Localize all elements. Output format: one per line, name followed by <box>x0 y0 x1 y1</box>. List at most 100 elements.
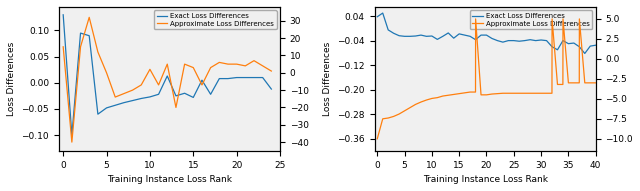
Approximate Loss Differences <box>570 82 578 84</box>
Approximate Loss Differences <box>250 60 258 62</box>
Approximate Loss Differences <box>412 103 419 106</box>
Exact Loss Differences <box>472 39 479 41</box>
Approximate Loss Differences <box>401 110 408 112</box>
Approximate Loss Differences <box>233 63 241 65</box>
Approximate Loss Differences <box>581 82 589 84</box>
Exact Loss Differences <box>189 96 197 99</box>
Approximate Loss Differences <box>515 92 523 94</box>
Approximate Loss Differences <box>373 138 381 140</box>
Exact Loss Differences <box>461 34 468 36</box>
Approximate Loss Differences <box>564 82 572 84</box>
Exact Loss Differences <box>268 88 275 90</box>
Exact Loss Differences <box>102 107 110 109</box>
Exact Loss Differences <box>450 37 458 39</box>
Exact Loss Differences <box>570 42 578 44</box>
Approximate Loss Differences <box>504 92 512 94</box>
Exact Loss Differences <box>129 100 136 102</box>
Approximate Loss Differences <box>575 18 583 20</box>
Line: Exact Loss Differences: Exact Loss Differences <box>377 13 596 53</box>
Exact Loss Differences <box>180 92 188 94</box>
Exact Loss Differences <box>559 40 567 42</box>
Exact Loss Differences <box>146 96 154 98</box>
Approximate Loss Differences <box>455 92 463 95</box>
Approximate Loss Differences <box>488 93 496 95</box>
Exact Loss Differences <box>216 78 223 80</box>
Approximate Loss Differences <box>417 101 425 103</box>
Exact Loss Differences <box>422 35 430 37</box>
Exact Loss Differences <box>94 113 102 115</box>
Approximate Loss Differences <box>526 92 534 94</box>
Exact Loss Differences <box>564 43 572 45</box>
Line: Approximate Loss Differences: Approximate Loss Differences <box>63 17 271 142</box>
Approximate Loss Differences <box>575 82 583 84</box>
Approximate Loss Differences <box>85 16 93 19</box>
Approximate Loss Differences <box>268 70 275 72</box>
Approximate Loss Differences <box>163 63 171 65</box>
Exact Loss Differences <box>233 76 241 79</box>
Exact Loss Differences <box>417 34 425 36</box>
Approximate Loss Differences <box>543 92 550 94</box>
Legend: Exact Loss Differences, Approximate Loss Differences: Exact Loss Differences, Approximate Loss… <box>470 11 592 29</box>
Exact Loss Differences <box>68 134 76 136</box>
Exact Loss Differences <box>477 34 485 36</box>
Approximate Loss Differences <box>472 18 479 20</box>
Exact Loss Differences <box>428 35 436 37</box>
Exact Loss Differences <box>250 76 258 79</box>
Approximate Loss Differences <box>379 118 387 120</box>
Approximate Loss Differences <box>138 84 145 86</box>
Approximate Loss Differences <box>439 95 447 97</box>
Approximate Loss Differences <box>146 68 154 70</box>
Exact Loss Differences <box>444 32 452 34</box>
Exact Loss Differences <box>537 39 545 41</box>
Approximate Loss Differences <box>102 72 110 74</box>
Approximate Loss Differences <box>521 92 529 94</box>
Exact Loss Differences <box>455 33 463 35</box>
Approximate Loss Differences <box>77 46 84 48</box>
Approximate Loss Differences <box>155 84 163 86</box>
Exact Loss Differences <box>198 79 206 81</box>
Exact Loss Differences <box>575 46 583 48</box>
Approximate Loss Differences <box>559 83 567 86</box>
Approximate Loss Differences <box>467 91 474 93</box>
Exact Loss Differences <box>439 35 447 37</box>
Approximate Loss Differences <box>390 115 397 118</box>
Approximate Loss Differences <box>510 92 518 94</box>
Approximate Loss Differences <box>548 92 556 94</box>
Approximate Loss Differences <box>172 106 180 109</box>
Approximate Loss Differences <box>444 94 452 96</box>
Approximate Loss Differences <box>396 113 403 115</box>
Approximate Loss Differences <box>406 106 414 109</box>
Approximate Loss Differences <box>461 92 468 94</box>
Approximate Loss Differences <box>129 89 136 91</box>
Approximate Loss Differences <box>224 63 232 65</box>
Exact Loss Differences <box>401 35 408 37</box>
Exact Loss Differences <box>396 35 403 37</box>
Approximate Loss Differences <box>68 141 76 143</box>
Exact Loss Differences <box>586 45 594 47</box>
Approximate Loss Differences <box>428 97 436 100</box>
X-axis label: Training Instance Loss Rank: Training Instance Loss Rank <box>422 175 548 184</box>
Exact Loss Differences <box>138 97 145 100</box>
Approximate Loss Differences <box>111 96 119 98</box>
Exact Loss Differences <box>155 93 163 96</box>
Exact Loss Differences <box>163 75 171 77</box>
Exact Loss Differences <box>172 95 180 97</box>
Exact Loss Differences <box>379 12 387 14</box>
Exact Loss Differences <box>120 101 128 104</box>
Exact Loss Differences <box>412 35 419 37</box>
Approximate Loss Differences <box>554 83 561 86</box>
Approximate Loss Differences <box>385 117 392 119</box>
Exact Loss Differences <box>224 78 232 80</box>
Exact Loss Differences <box>373 16 381 18</box>
Exact Loss Differences <box>510 40 518 42</box>
Exact Loss Differences <box>504 40 512 42</box>
Approximate Loss Differences <box>207 66 214 69</box>
Approximate Loss Differences <box>548 18 556 20</box>
Line: Exact Loss Differences: Exact Loss Differences <box>63 15 271 135</box>
Approximate Loss Differences <box>559 18 567 20</box>
Legend: Exact Loss Differences, Approximate Loss Differences: Exact Loss Differences, Approximate Loss… <box>154 11 276 29</box>
Exact Loss Differences <box>390 32 397 34</box>
X-axis label: Training Instance Loss Rank: Training Instance Loss Rank <box>107 175 232 184</box>
Exact Loss Differences <box>406 35 414 37</box>
Approximate Loss Differences <box>216 61 223 64</box>
